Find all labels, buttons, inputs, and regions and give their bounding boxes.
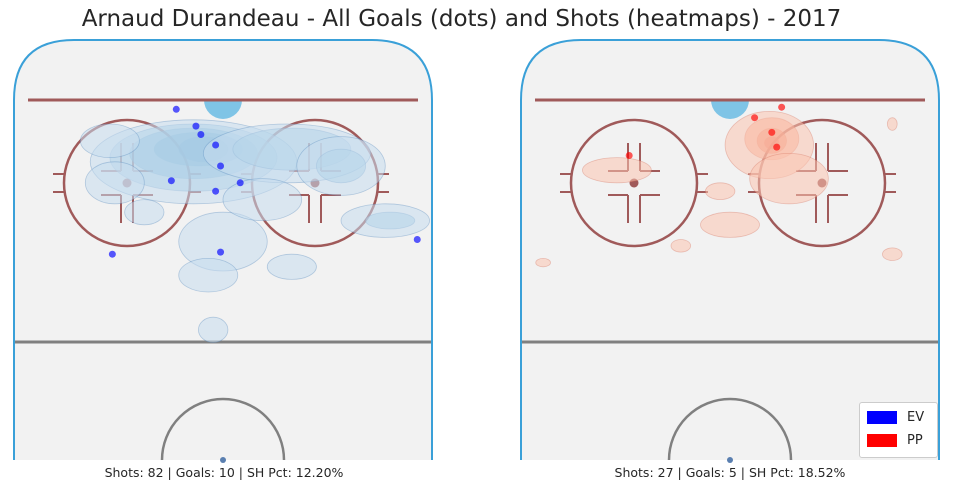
heatmap-contour: [700, 211, 760, 238]
heatmap-contour: [535, 257, 551, 268]
goal-dot: [212, 141, 220, 149]
goal-dot: [778, 103, 786, 111]
chart-title: Arnaud Durandeau - All Goals (dots) and …: [81, 6, 842, 32]
legend-label-pp: PP: [907, 432, 923, 448]
goal-dot: [167, 177, 175, 185]
legend-swatch-pp: [867, 433, 897, 447]
goal-dot: [413, 236, 421, 243]
heatmap-contour: [79, 123, 140, 158]
goal-crease: [711, 100, 749, 119]
heatmap-contour: [222, 178, 303, 222]
goal-dot: [197, 131, 205, 138]
heatmap-contour: [198, 316, 229, 343]
heatmap-contour: [705, 182, 736, 201]
pp-caption: Shots: 27 | Goals: 5 | SH Pct: 18.52%: [614, 465, 846, 480]
heatmap-contour: [582, 157, 652, 184]
legend-swatch-ev: [867, 410, 897, 424]
goal-dot: [768, 128, 776, 136]
rink-boards: [13, 39, 433, 460]
heatmap-contour: [296, 136, 386, 196]
center-circle: [160, 397, 286, 461]
legend-label-ev: EV: [907, 409, 925, 425]
center-dot: [220, 457, 226, 463]
center-circle: [667, 397, 793, 461]
heatmap-contour: [178, 258, 239, 293]
heatmap-contour: [882, 247, 903, 261]
goal-dot: [172, 105, 180, 113]
heatmap-contour: [84, 161, 145, 205]
heatmap-contour: [340, 203, 430, 238]
legend-item-pp: PP: [867, 431, 923, 449]
heatmap-contour: [266, 253, 317, 280]
goal-dot: [192, 122, 200, 130]
ev-caption: Shots: 82 | Goals: 10 | SH Pct: 12.20%: [104, 465, 344, 480]
goal-dot: [217, 248, 225, 256]
center-dot: [727, 457, 733, 463]
legend: EV PP: [859, 402, 938, 458]
goal-dot: [625, 152, 633, 159]
goal-crease: [204, 100, 242, 119]
rink-ev: [13, 39, 433, 463]
goal-dot: [236, 179, 244, 187]
goal-dot: [773, 143, 781, 151]
ice-surface: [521, 40, 939, 460]
rink-pp: [520, 39, 940, 463]
legend-item-ev: EV: [867, 408, 924, 426]
goal-dot: [212, 187, 220, 195]
goal-dot: [108, 250, 116, 258]
faceoff-circle: [569, 118, 699, 248]
heatmap-contour: [886, 117, 898, 131]
shot-heatmap: [535, 111, 903, 268]
goal-dot: [751, 114, 759, 122]
heatmap-contour: [124, 199, 165, 226]
goal-dot: [217, 162, 225, 170]
shot-heatmap: [79, 119, 430, 343]
rink-boards: [520, 39, 940, 460]
heatmap-contour: [749, 153, 829, 205]
heatmap-contour: [670, 239, 692, 253]
